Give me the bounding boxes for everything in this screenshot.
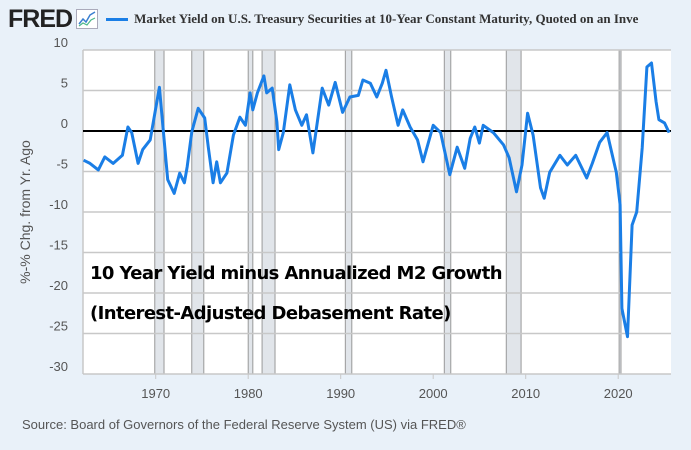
x-tick-label: 2000	[419, 386, 448, 401]
y-axis-label: %-% Chg. from Yr. Ago	[17, 140, 33, 284]
y-tick-label: -30	[49, 359, 68, 374]
series-title[interactable]: Market Yield on U.S. Treasury Securities…	[134, 11, 639, 26]
legend-swatch	[106, 17, 129, 21]
y-tick-label: -15	[49, 238, 68, 253]
annotation-line-2: (Interest-Adjusted Debasement Rate)	[90, 303, 451, 324]
x-tick-label: 2010	[511, 386, 540, 401]
y-tick-label: -10	[49, 197, 68, 212]
chart-header: FRED Market Yield on U.S. Treasury Secur…	[8, 6, 691, 32]
y-tick-label: -5	[56, 157, 68, 172]
x-tick-label: 1990	[326, 386, 355, 401]
annotation-line-1: 10 Year Yield minus Annualized M2 Growth	[90, 263, 503, 284]
y-tick-label: -25	[49, 319, 68, 334]
x-tick-label: 1970	[141, 386, 170, 401]
y-tick-label: 10	[54, 35, 68, 50]
fred-logo[interactable]: FRED	[8, 6, 73, 32]
y-tick-label: -20	[49, 278, 68, 293]
x-tick-label: 2020	[604, 386, 633, 401]
series-line	[82, 61, 671, 339]
x-tick-label: 1980	[234, 386, 263, 401]
line-chart-icon	[76, 9, 99, 29]
source-note: Source: Board of Governors of the Federa…	[22, 417, 466, 432]
y-tick-label: 0	[61, 116, 68, 131]
y-tick-label: 5	[61, 76, 68, 91]
